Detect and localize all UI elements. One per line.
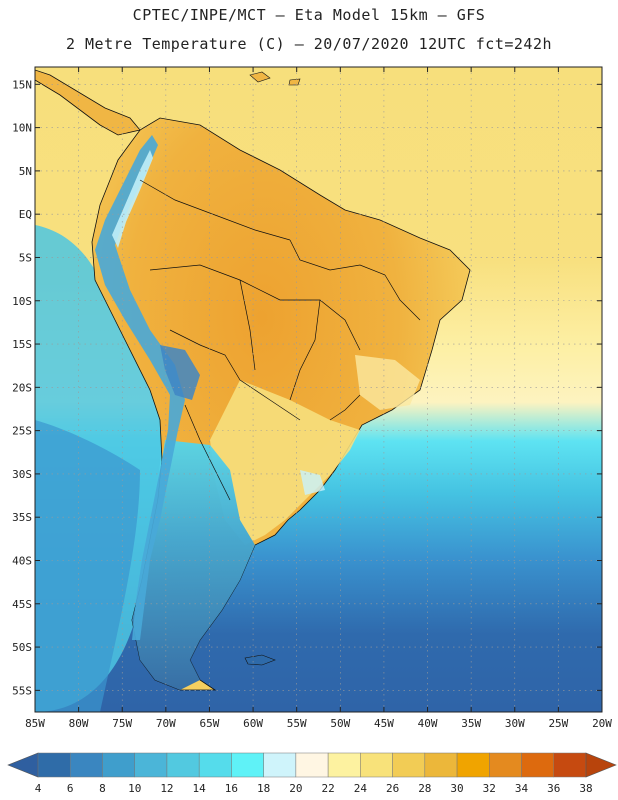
colorbar-swatch	[553, 752, 587, 778]
map-subtitle: 2 Metre Temperature (C) – 20/07/2020 12U…	[65, 35, 553, 53]
colorbar-swatch	[295, 752, 329, 778]
colorbar-label: 14	[193, 782, 207, 795]
colorbar-swatch	[198, 752, 232, 778]
rio-plata-estuary	[300, 470, 325, 495]
lon-tick-label: 55W	[287, 717, 307, 730]
colorbar-swatch	[69, 752, 103, 778]
colorbar-swatch	[489, 752, 522, 778]
falkland-islands	[244, 654, 276, 666]
border-line	[139, 179, 291, 241]
lat-tick-label: 40S	[12, 554, 32, 567]
lat-tick-label: EQ	[19, 208, 32, 221]
lat-tick-label: 30S	[12, 468, 32, 481]
lon-tick-label: 75W	[112, 717, 132, 730]
colorbar-swatch	[263, 752, 297, 778]
temperature-field	[35, 67, 602, 712]
lon-tick-label: 45W	[374, 717, 394, 730]
border-line	[289, 299, 321, 401]
colorbar-low-arrow	[7, 752, 39, 778]
lon-tick-label: 60W	[243, 717, 263, 730]
lat-tick-label: 5N	[19, 165, 32, 178]
border-line	[384, 274, 421, 321]
longitude-axis: 85W 80W 75W 70W 65W 60W 55W 50W 45W 40W 35W 30W 25W 2…	[25, 67, 612, 730]
colorbar-label: 38	[579, 782, 592, 795]
colorbar-label: 4	[35, 782, 42, 795]
map-frame	[34, 66, 603, 713]
lon-tick-label: 70W	[156, 717, 176, 730]
colorbar-swatch	[521, 752, 555, 778]
andes-cordillera	[95, 135, 185, 640]
colorbar-high-arrow	[585, 752, 617, 778]
colorbar-swatch	[456, 752, 490, 778]
lat-tick-label: 45S	[12, 598, 32, 611]
border-line	[289, 239, 386, 276]
lat-tick-label: 25S	[12, 425, 32, 438]
colorbar-label: 32	[483, 782, 496, 795]
pacific-cold-water	[35, 420, 140, 712]
colorbar-label: 34	[515, 782, 529, 795]
colorbar-label: 28	[418, 782, 431, 795]
colorbar-label: 20	[289, 782, 302, 795]
lat-tick-label: 50S	[12, 641, 32, 654]
map-title: CPTEC/INPE/MCT – Eta Model 15km – GFS	[132, 6, 486, 24]
colorbar-label: 16	[225, 782, 238, 795]
lat-tick-label: 15S	[12, 338, 32, 351]
colorbar-swatch	[327, 752, 361, 778]
colorbar-swatch	[37, 752, 71, 778]
colorbar-label: 18	[257, 782, 270, 795]
colorbar-swatch	[392, 752, 426, 778]
colorbar-swatch	[134, 752, 168, 778]
colorbar: 4 6 8 10 12 14 16 18 20 22 24 26 28 30 32 34 36 38	[7, 752, 617, 795]
border-line	[239, 279, 256, 371]
colorbar-label: 22	[321, 782, 334, 795]
lat-tick-label: 5S	[19, 251, 32, 264]
lat-tick-label: 10S	[12, 295, 32, 308]
graticule	[35, 67, 602, 712]
central-america-land	[35, 69, 141, 136]
brazil-highlands-mild	[355, 355, 420, 410]
southern-mild-land	[210, 380, 360, 545]
colorbar-swatch	[231, 752, 264, 778]
lon-tick-label: 20W	[592, 717, 612, 730]
colorbar-label: 26	[386, 782, 399, 795]
lat-tick-label: 10N	[12, 122, 32, 135]
colorbar-swatch	[424, 752, 458, 778]
colorbar-swatch	[360, 752, 393, 778]
lon-tick-label: 40W	[418, 717, 438, 730]
lat-tick-label: 55S	[12, 684, 32, 697]
border-line	[329, 394, 361, 421]
lon-tick-label: 65W	[200, 717, 220, 730]
caribbean-island	[249, 71, 271, 83]
lon-tick-label: 50W	[330, 717, 350, 730]
border-line	[169, 329, 301, 421]
country-borders	[139, 179, 421, 501]
colorbar-label: 12	[160, 782, 173, 795]
colorbar-label: 36	[547, 782, 560, 795]
border-line	[184, 404, 231, 501]
border-line	[149, 264, 361, 351]
latitude-axis: 15N 10N 5N EQ 5S 10S 15S 20S 25S 30S 35S 40S 45S 50S 5…	[12, 78, 602, 697]
lat-tick-label: 35S	[12, 511, 32, 524]
colorbar-label: 8	[99, 782, 106, 795]
colorbar-label: 6	[67, 782, 74, 795]
colorbar-label: 30	[450, 782, 463, 795]
altiplano-cold	[160, 345, 200, 400]
andes-high-snow	[112, 150, 153, 248]
lat-tick-label: 15N	[12, 78, 32, 91]
lon-tick-label: 25W	[548, 717, 568, 730]
colorbar-label: 10	[128, 782, 141, 795]
lon-tick-label: 30W	[505, 717, 525, 730]
lon-tick-label: 35W	[461, 717, 481, 730]
colorbar-swatch	[166, 752, 200, 778]
lon-tick-label: 85W	[25, 717, 45, 730]
lat-tick-label: 20S	[12, 381, 32, 394]
colorbar-swatch	[102, 752, 135, 778]
colorbar-label: 24	[354, 782, 368, 795]
lon-tick-label: 80W	[69, 717, 89, 730]
